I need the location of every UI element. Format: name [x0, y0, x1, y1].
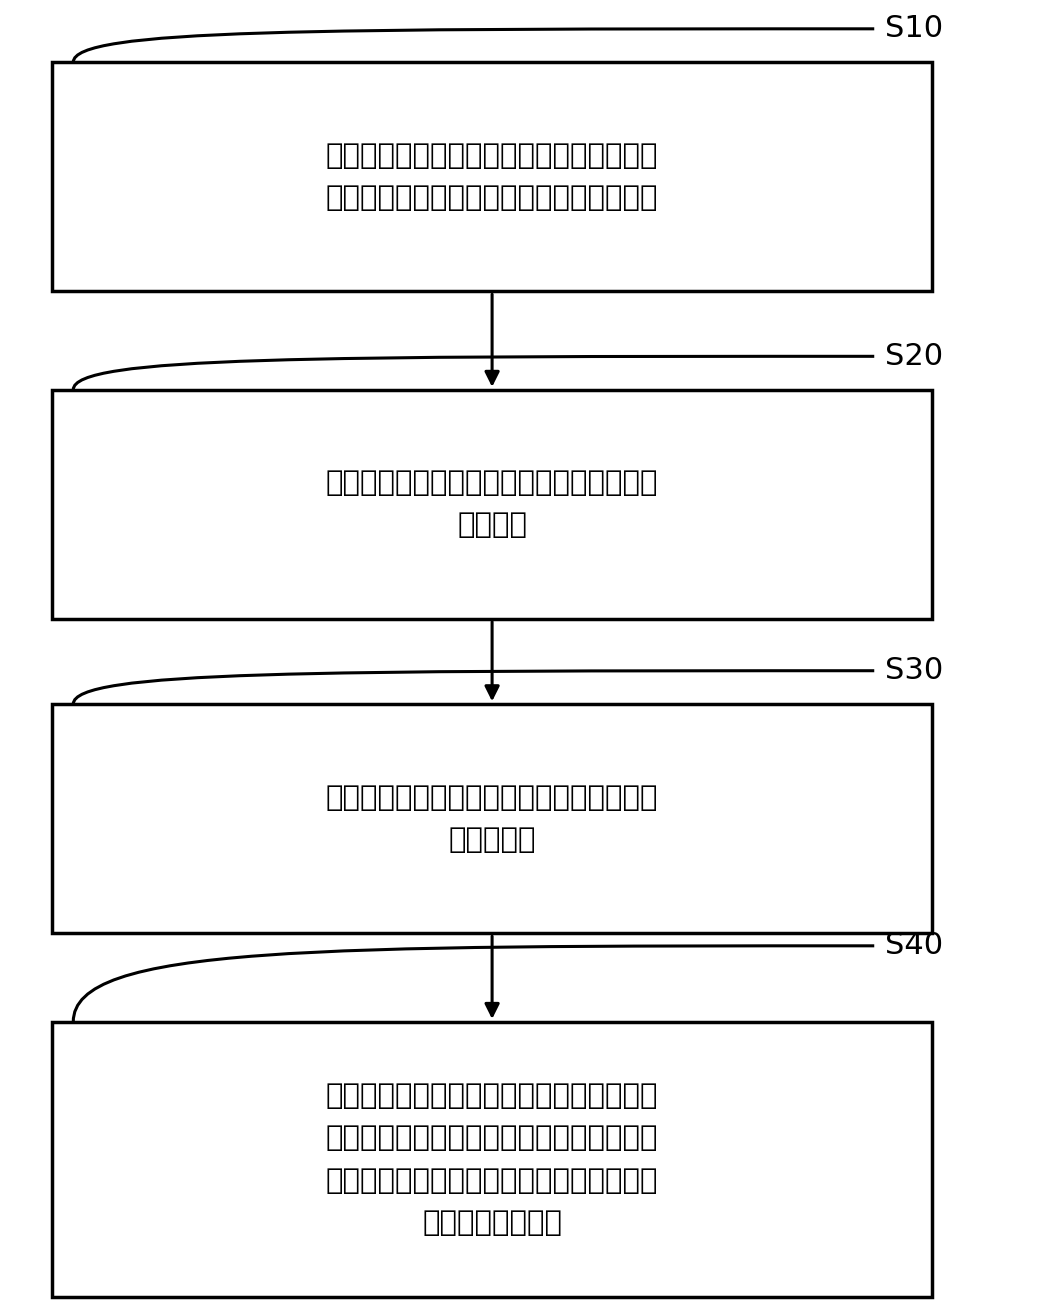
Text: 将所述电池参数、所述吹扫阀动作信号以及
所述阳极流道压力参数输入至所述无迹卡尔
曼滤波观测器，计算得出所述燃料电池阳极
状态变量的估计值: 将所述电池参数、所述吹扫阀动作信号以及 所述阳极流道压力参数输入至所述无迹卡尔 …: [326, 1082, 659, 1237]
Text: 获取电池参数、吹扫阀动作信号以及阳极流
道压力参数: 获取电池参数、吹扫阀动作信号以及阳极流 道压力参数: [326, 783, 659, 854]
Text: S10: S10: [885, 14, 943, 43]
FancyBboxPatch shape: [52, 705, 932, 933]
Text: 基于所述非线性动态模型构建无迹卡尔曼滤
波观测器: 基于所述非线性动态模型构建无迹卡尔曼滤 波观测器: [326, 469, 659, 540]
FancyBboxPatch shape: [52, 63, 932, 292]
FancyBboxPatch shape: [52, 1022, 932, 1297]
FancyBboxPatch shape: [52, 390, 932, 620]
Text: S30: S30: [885, 656, 943, 685]
Text: 构建具有盲端阳极的阳极侧的非线性动态模
型，并定义所述非线性动态模型的状态变量: 构建具有盲端阳极的阳极侧的非线性动态模 型，并定义所述非线性动态模型的状态变量: [326, 141, 659, 212]
Text: S40: S40: [885, 931, 943, 960]
Text: S20: S20: [885, 342, 943, 371]
